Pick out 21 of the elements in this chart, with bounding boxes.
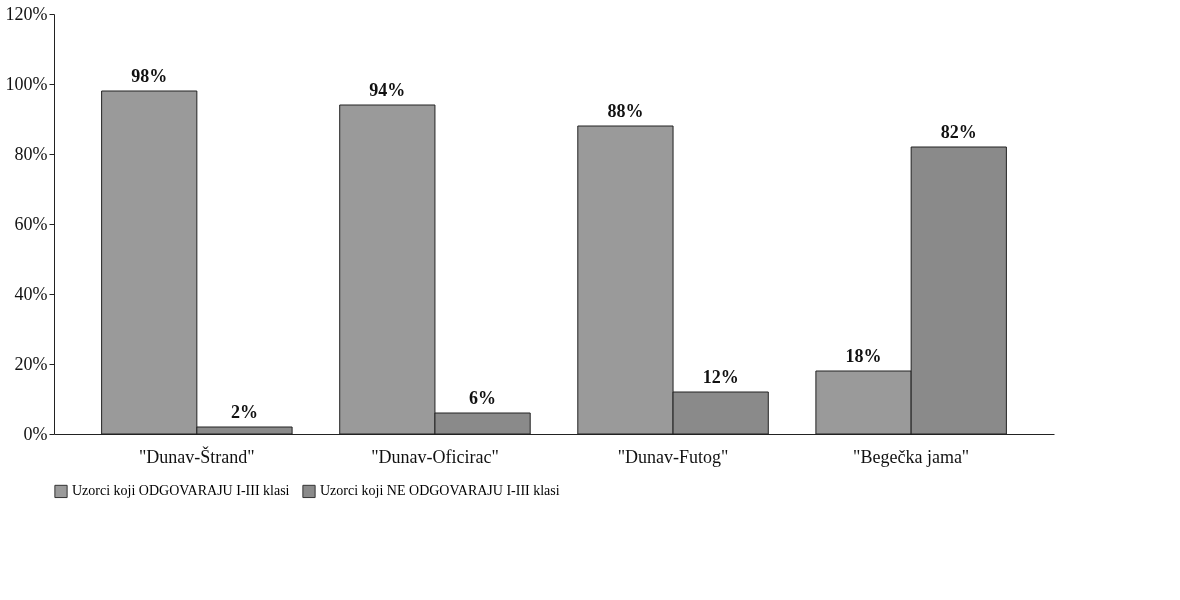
legend-label: Uzorci koji ODGOVARAJU I-III klasi — [72, 483, 290, 499]
data-label: 88% — [607, 101, 644, 121]
data-label: 12% — [702, 367, 739, 387]
y-tick-label: 80% — [14, 143, 48, 164]
y-tick-label: 120% — [5, 3, 48, 24]
x-tick-label: "Begečka jama" — [853, 446, 970, 467]
data-label: 2% — [230, 402, 258, 422]
legend-label: Uzorci koji NE ODGOVARAJU I-III klasi — [320, 483, 560, 499]
y-tick-label: 100% — [5, 73, 48, 94]
data-label: 18% — [845, 346, 882, 366]
data-label: 82% — [940, 122, 977, 142]
x-tick-label: "Dunav-Oficirac" — [371, 446, 499, 467]
data-label: 94% — [369, 80, 406, 100]
data-label: 6% — [469, 388, 497, 408]
y-tick-label: 60% — [14, 213, 48, 234]
data-label: 98% — [131, 66, 168, 86]
x-tick-label: "Dunav-Štrand" — [139, 445, 255, 467]
x-tick-label: "Dunav-Futog" — [617, 446, 729, 467]
y-tick-label: 20% — [14, 353, 48, 374]
y-tick-label: 0% — [23, 423, 48, 444]
y-tick-label: 40% — [14, 283, 48, 304]
